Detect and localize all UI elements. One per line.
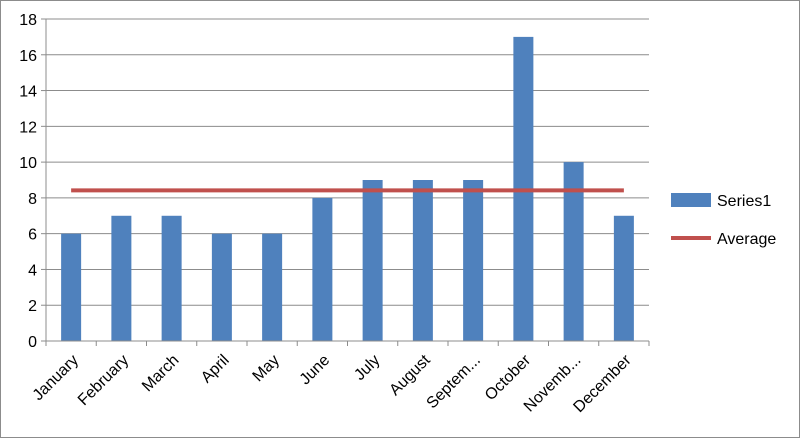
bar-december — [613, 215, 634, 341]
bar-july — [362, 180, 383, 341]
y-tick-label: 18 — [19, 12, 37, 29]
y-tick-label: 6 — [28, 227, 37, 244]
bar-april — [211, 233, 232, 341]
gridlines — [46, 18, 649, 306]
y-tick-labels: 0 2 4 6 8 10 12 14 16 18 — [19, 12, 37, 351]
legend: Series1 Average — [671, 193, 776, 248]
bar-january — [61, 233, 82, 341]
bar-august — [412, 180, 433, 341]
bar-june — [312, 197, 333, 341]
x-tick-label: April — [198, 352, 233, 387]
y-tick-label: 4 — [28, 262, 37, 279]
y-tick-label: 8 — [28, 191, 37, 208]
bar-february — [111, 215, 132, 341]
bar-septem — [463, 180, 484, 341]
x-tick-label: March — [139, 352, 182, 395]
axes — [41, 18, 650, 346]
x-tick-label: January — [30, 352, 82, 404]
y-tick-label: 2 — [28, 298, 37, 315]
y-tick-label: 16 — [19, 48, 37, 65]
bar-may — [262, 233, 283, 341]
x-tick-label: July — [351, 352, 383, 384]
x-tick-label: June — [297, 352, 334, 389]
y-tick-label: 14 — [19, 84, 37, 101]
x-tick-label: May — [250, 352, 283, 385]
legend-label-series1: Series1 — [717, 193, 771, 210]
y-tick-label: 12 — [19, 119, 37, 136]
y-tick-label: 0 — [28, 334, 37, 351]
bar-novemb — [563, 162, 584, 341]
x-tick-label: February — [75, 352, 132, 409]
x-tick-label: August — [386, 351, 434, 399]
bar-march — [161, 215, 182, 341]
x-tick-label: Septem... — [424, 352, 484, 412]
bars — [61, 36, 634, 342]
y-tick-label: 10 — [19, 155, 37, 172]
legend-label-average: Average — [717, 231, 776, 248]
legend-swatch-series1 — [671, 193, 711, 207]
